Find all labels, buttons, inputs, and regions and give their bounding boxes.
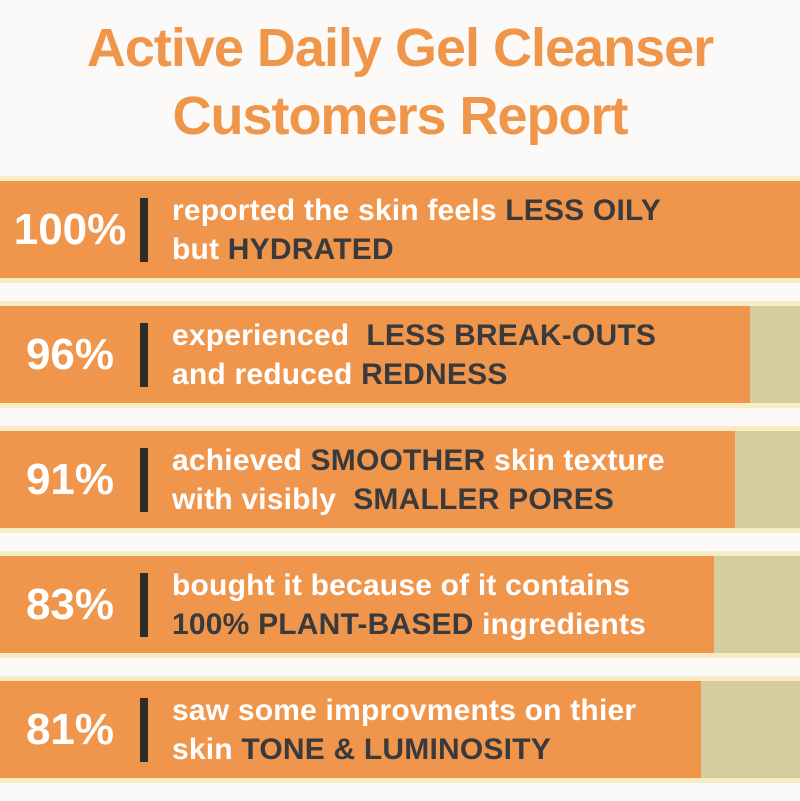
percent-label: 81% <box>25 704 115 754</box>
stat-text: bought it because of it contains 100% PL… <box>172 566 646 644</box>
stat-bar-smoother-texture: 91% achieved SMOOTHER skin texture with … <box>0 426 800 533</box>
stat-text-plain: and reduced <box>172 357 362 391</box>
percent-label: 100% <box>13 204 127 254</box>
bar-fill <box>0 681 701 778</box>
stat-text-plain: with visibly <box>172 482 354 516</box>
bar-track <box>0 181 800 278</box>
stat-text-line2: with visibly SMALLER PORES <box>172 480 665 519</box>
stat-text-line2: 100% PLANT-BASED ingredients <box>172 605 646 644</box>
page-title: Active Daily Gel Cleanser Customers Repo… <box>0 14 800 150</box>
stat-text-plain: bought it because of it contains <box>172 568 631 602</box>
divider-bar <box>140 322 148 387</box>
stat-bar-plant-based: 83% bought it because of it contains 100… <box>0 551 800 658</box>
divider-bar <box>140 697 148 762</box>
bar-content: 91% achieved SMOOTHER skin texture with … <box>0 431 800 528</box>
percent-label: 91% <box>25 454 115 504</box>
bar-track <box>0 431 800 528</box>
stat-text-line1: achieved SMOOTHER skin texture <box>172 441 665 480</box>
stat-text: experienced LESS BREAK-OUTS and reduced … <box>172 316 656 394</box>
stat-text-line2: but HYDRATED <box>172 230 661 269</box>
stat-text-plain: reported the skin feels <box>172 193 506 227</box>
percent-label: 96% <box>25 329 115 379</box>
stat-text-line2: skin TONE & LUMINOSITY <box>172 730 636 769</box>
stat-text-plain: achieved <box>172 443 311 477</box>
stat-text-emphasis: LESS BREAK-OUTS <box>366 318 657 352</box>
bar-content: 83% bought it because of it contains 100… <box>0 556 800 653</box>
stat-bar-less-oily: 100% reported the skin feels LESS OILY b… <box>0 176 800 283</box>
stat-text-plain: skin <box>172 732 242 766</box>
stat-text-line1: bought it because of it contains <box>172 566 646 605</box>
stat-text-emphasis: TONE & LUMINOSITY <box>241 732 551 766</box>
divider-bar <box>140 197 148 262</box>
bar-chart: 100% reported the skin feels LESS OILY b… <box>0 176 800 801</box>
stat-text-emphasis: 100% PLANT-BASED <box>172 607 474 641</box>
stat-text-plain: experienced <box>172 318 367 352</box>
bar-content: 100% reported the skin feels LESS OILY b… <box>0 181 800 278</box>
bar-track <box>0 306 800 403</box>
bar-fill <box>0 431 736 528</box>
stat-text-line1: reported the skin feels LESS OILY <box>172 191 661 230</box>
bar-fill <box>0 306 751 403</box>
divider-bar <box>140 447 148 512</box>
stat-text: reported the skin feels LESS OILY but HY… <box>172 191 661 269</box>
stat-text: saw some improvments on thier skin TONE … <box>172 691 636 769</box>
bar-content: 81% saw some improvments on thier skin T… <box>0 681 800 778</box>
bar-fill <box>0 556 715 653</box>
stat-text-plain: saw some improvments on thier <box>172 693 637 727</box>
stat-text-plain: but <box>172 232 228 266</box>
stat-text-line1: experienced LESS BREAK-OUTS <box>172 316 656 355</box>
stat-text-emphasis: REDNESS <box>361 357 508 391</box>
stat-bar-tone-luminosity: 81% saw some improvments on thier skin T… <box>0 676 800 783</box>
stat-text-emphasis: LESS OILY <box>505 193 661 227</box>
stat-text-plain: ingredients <box>473 607 647 641</box>
stat-text-emphasis: SMOOTHER <box>310 443 486 477</box>
stat-bar-less-breakouts: 96% experienced LESS BREAK-OUTS and redu… <box>0 301 800 408</box>
stat-text: achieved SMOOTHER skin texture with visi… <box>172 441 665 519</box>
page-title-line2: Customers Report <box>172 86 628 146</box>
bar-track <box>0 681 800 778</box>
stat-text-line1: saw some improvments on thier <box>172 691 636 730</box>
stat-text-emphasis: HYDRATED <box>227 232 394 266</box>
bar-fill <box>0 181 800 278</box>
page-title-line1: Active Daily Gel Cleanser <box>86 18 714 78</box>
stat-text-plain: skin texture <box>485 443 665 477</box>
bar-content: 96% experienced LESS BREAK-OUTS and redu… <box>0 306 800 403</box>
percent-label: 83% <box>25 579 115 629</box>
divider-bar <box>140 572 148 637</box>
stat-text-line2: and reduced REDNESS <box>172 355 656 394</box>
bar-track <box>0 556 800 653</box>
stat-text-emphasis: SMALLER PORES <box>353 482 615 516</box>
